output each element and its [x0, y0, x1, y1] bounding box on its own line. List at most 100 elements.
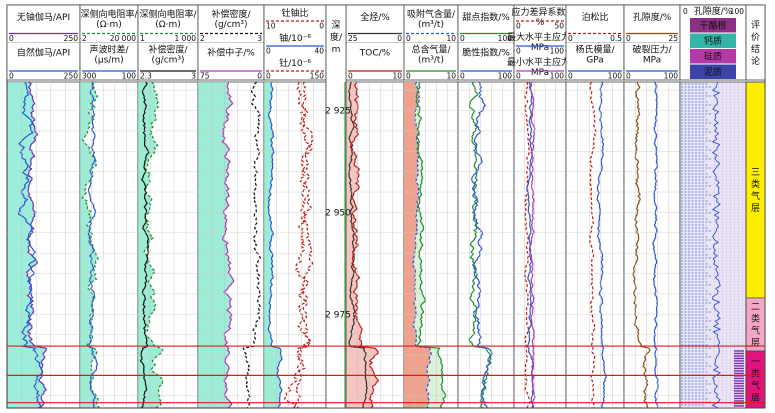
curve-gas-0 — [412, 81, 433, 409]
curve-label: 应力差异系数/ — [511, 6, 569, 18]
scale-max: 50 — [554, 22, 564, 31]
evaluation-title-char: 结 — [751, 43, 760, 55]
scale-max: 0 — [257, 72, 262, 81]
curve-gr-1 — [17, 81, 43, 409]
scale-max: 100 — [122, 72, 137, 81]
curve-mod-1 — [596, 81, 607, 409]
scale-min: 0 — [266, 72, 271, 81]
curve-label: 无铀伽马/API — [17, 11, 70, 23]
scale-max: 100 — [498, 72, 513, 81]
curve-label: 全烃/% — [360, 11, 390, 23]
track-body — [457, 81, 515, 409]
scale-min: 0 — [516, 72, 521, 81]
curve-label: (g/cm³) — [214, 20, 247, 30]
scale-max: 100 — [608, 72, 623, 81]
scale-min: 0 — [9, 34, 14, 43]
scale-min: 0 — [460, 72, 465, 81]
scale-max: 0 — [397, 34, 402, 43]
curve-label: 补偿中子/% — [207, 47, 255, 59]
curve-label: 声波时差/ — [89, 44, 129, 56]
curve-label: % — [536, 18, 545, 28]
lithology-legend-swatch — [690, 18, 736, 33]
evaluation-title-char: 评 — [751, 20, 760, 31]
evaluation-header — [745, 4, 766, 81]
curve-label: 钍/10⁻⁶ — [279, 57, 311, 69]
scale-max: 25 — [668, 34, 678, 43]
curve-th-2 — [283, 81, 313, 409]
curve-label: 钍铀比 — [281, 7, 308, 19]
curve-label: 铀/10⁻⁶ — [279, 32, 311, 44]
curve-label: (g/cm³) — [151, 56, 184, 66]
evaluation-zone-label-char: 三 — [751, 168, 760, 178]
scale-max: 1 000 — [175, 34, 197, 43]
lithology-legend-swatch — [690, 33, 736, 48]
curve-label: 自然伽马/API — [17, 47, 70, 59]
curve-label: 脆性指数/% — [462, 47, 510, 59]
curve-label: (μs/m) — [94, 56, 123, 66]
lithology-scale-max: 100 — [730, 7, 745, 16]
scale-min: 2 — [200, 34, 205, 43]
curve-label: (Ω·m) — [155, 20, 181, 30]
scale-max: 250 — [64, 34, 79, 43]
depth-label-part: 深 — [331, 20, 340, 31]
curve-fill — [7, 82, 47, 408]
curve-label: 孔隙度/% — [633, 11, 672, 23]
curve-label: (Ω·m) — [96, 20, 122, 30]
curve-label: 深侧向电阻率/ — [139, 8, 197, 20]
scale-max: 10 — [392, 72, 402, 81]
lithology-legend-swatch — [690, 64, 736, 79]
scale-min: 0 — [568, 34, 573, 43]
curve-stress-2 — [528, 81, 536, 409]
marker-lines — [7, 345, 765, 404]
depth-label-part: 度/ — [330, 31, 343, 43]
scale-min: 0 — [9, 72, 14, 81]
curve-th-1 — [267, 81, 283, 409]
scale-max: 10 — [446, 34, 456, 43]
scale-max: 100 — [550, 72, 565, 81]
curve-res-0 — [81, 81, 101, 409]
scale-min: 0 — [626, 34, 631, 43]
scale-min: 0 — [406, 34, 411, 43]
lithology-porosity-curve — [711, 81, 722, 409]
depth-track: 深度/m 2 925 2 950 2 975 — [325, 4, 351, 409]
evaluation-zone-label-char: 气 — [751, 324, 760, 336]
log-curves — [7, 81, 659, 409]
scale-max: 40 — [314, 47, 324, 56]
curve-gas-1 — [415, 81, 447, 409]
curve-label: 总含气量/ — [411, 44, 451, 56]
depth-tick-label: 2 925 — [325, 107, 351, 117]
curve-label: 最小水平主应力/ — [507, 56, 574, 68]
evaluation-zone-label-char: 一 — [751, 357, 760, 367]
curve-label: 泊松比 — [581, 11, 608, 23]
curve-por-1 — [652, 81, 659, 409]
depth-tick-label: 2 975 — [325, 310, 351, 320]
scale-min: 0 — [460, 34, 465, 43]
scale-min: 0 — [626, 72, 631, 81]
curve-den-1 — [139, 81, 150, 409]
scale-min: 10 — [266, 22, 276, 31]
scale-max: 3 — [257, 34, 262, 43]
lithology-legend-label: 泥质 — [704, 66, 722, 78]
curve-label: 破裂压力/ — [632, 44, 672, 56]
curve-label: 杨氏模量/ — [575, 44, 615, 56]
evaluation-title-char: 价 — [751, 32, 760, 43]
evaluation-zone-label-char: 气 — [751, 190, 760, 202]
curve-label: MPa — [531, 68, 549, 78]
evaluation-zone-label-char: 二 — [751, 302, 760, 312]
curve-label: 补偿密度/ — [211, 8, 251, 20]
curve-fill — [138, 82, 163, 408]
scale-min: 1 — [140, 34, 145, 43]
scale-max: 100 — [498, 34, 513, 43]
evaluation-zone-label-char: 类 — [751, 312, 760, 324]
evaluation-zone-label-char: 类 — [751, 178, 760, 190]
lithology-legend-label: 硅质 — [704, 51, 722, 63]
evaluation-zone-label-char: 层 — [751, 203, 760, 214]
scale-min: 25 — [348, 34, 358, 43]
curve-label: (m³/t) — [418, 56, 444, 66]
scale-max: 0 — [319, 22, 324, 31]
curve-label: 吸附气含量/ — [407, 8, 456, 20]
scale-min: 0 — [516, 22, 521, 31]
